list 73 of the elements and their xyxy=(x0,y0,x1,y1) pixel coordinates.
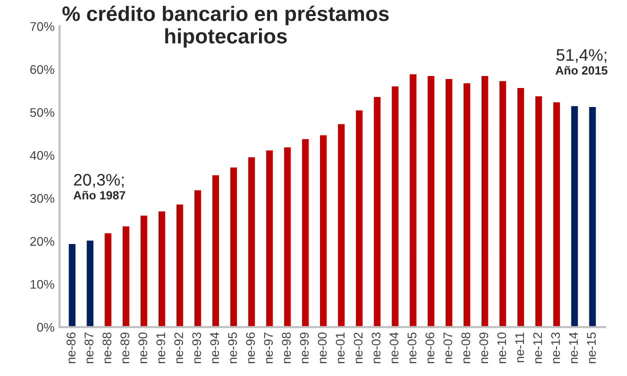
bar xyxy=(121,225,131,328)
x-tick-label: ne-13 xyxy=(551,332,560,364)
bar xyxy=(408,72,418,328)
chart-title: % crédito bancario en préstamos hipotecarios xyxy=(62,6,389,48)
x-tick-label: ne-92 xyxy=(174,332,184,364)
x-tick-label: ne-00 xyxy=(318,332,327,364)
y-tick-label: 30% xyxy=(30,194,54,203)
x-tick-label: ne-11 xyxy=(515,332,524,362)
x-tick-label: ne-94 xyxy=(210,332,220,364)
x-tick-label: ne-88 xyxy=(102,332,112,364)
y-tick-label: 70% xyxy=(30,22,54,31)
x-tick-label: ne-12 xyxy=(533,332,542,364)
annotation: Año 2015 xyxy=(556,66,608,75)
x-tick-label: ne-08 xyxy=(461,332,470,364)
x-tick-label: ne-01 xyxy=(336,332,345,364)
bar xyxy=(588,106,598,328)
bar xyxy=(534,94,544,328)
x-tick-label: ne-10 xyxy=(497,332,506,364)
bar xyxy=(139,214,149,328)
bar xyxy=(300,138,310,328)
annotation: 20,3%; xyxy=(74,174,124,188)
x-tick-label: ne-91 xyxy=(156,332,166,364)
bar xyxy=(157,210,167,328)
bar xyxy=(318,134,328,328)
x-tick-label: ne-86 xyxy=(66,332,76,364)
x-tick-label: ne-05 xyxy=(408,332,416,364)
x-tick-label: ne-07 xyxy=(443,332,452,364)
bar xyxy=(426,74,436,328)
bar xyxy=(372,96,382,328)
bar xyxy=(264,148,274,328)
bar xyxy=(390,84,400,328)
y-tick-label: 10% xyxy=(30,280,54,289)
y-tick-label: 0% xyxy=(37,322,54,332)
bar xyxy=(336,122,346,328)
x-tick-label: ne-93 xyxy=(192,332,202,364)
x-tick-label: ne-15 xyxy=(587,332,596,364)
x-tick-label: ne-98 xyxy=(282,332,291,364)
x-tick-label: ne-97 xyxy=(264,332,273,364)
bar xyxy=(552,100,562,328)
annotation: 51,4%; xyxy=(556,49,606,63)
bar xyxy=(193,188,202,328)
x-tick-label: ne-03 xyxy=(372,332,381,364)
annotation: Año 1987 xyxy=(73,190,126,200)
x-tick-label: ne-90 xyxy=(138,332,148,364)
bar xyxy=(354,108,364,328)
y-tick-label: 50% xyxy=(30,108,54,117)
y-tick-label: 20% xyxy=(30,236,54,246)
bar xyxy=(498,80,508,328)
x-tick-label: ne-87 xyxy=(84,332,94,364)
y-tick-label: 40% xyxy=(30,151,54,160)
x-tick-label: ne-06 xyxy=(426,332,434,364)
bar xyxy=(228,166,238,328)
bar xyxy=(85,239,95,328)
bar xyxy=(103,232,113,328)
y-tick-label: 60% xyxy=(30,65,54,74)
bar xyxy=(282,146,292,328)
bar xyxy=(570,104,580,328)
bar xyxy=(462,82,472,328)
x-tick-label: ne-09 xyxy=(479,332,488,364)
bar xyxy=(516,86,526,328)
bar xyxy=(175,203,185,328)
x-tick-label: ne-96 xyxy=(246,332,255,364)
x-tick-label: ne-14 xyxy=(569,332,578,364)
bar xyxy=(444,78,454,328)
bar xyxy=(67,242,77,328)
bar xyxy=(480,74,490,328)
bar xyxy=(246,156,256,328)
x-tick-label: ne-99 xyxy=(300,332,309,364)
x-tick-label: ne-95 xyxy=(228,332,237,364)
x-tick-label: ne-02 xyxy=(354,332,363,364)
x-tick-label: ne-89 xyxy=(120,332,130,364)
bar xyxy=(210,174,220,328)
x-tick-label: ne-04 xyxy=(390,332,398,364)
